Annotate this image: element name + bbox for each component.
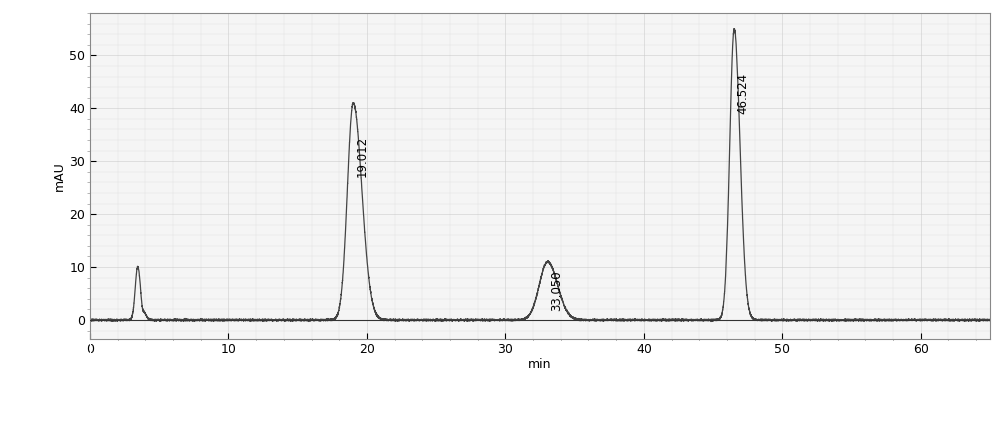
Y-axis label: mAU: mAU	[53, 161, 66, 191]
X-axis label: min: min	[528, 358, 552, 371]
Text: 33.050: 33.050	[550, 270, 563, 311]
Text: 19.012: 19.012	[355, 135, 368, 177]
Text: 46.524: 46.524	[736, 72, 749, 114]
